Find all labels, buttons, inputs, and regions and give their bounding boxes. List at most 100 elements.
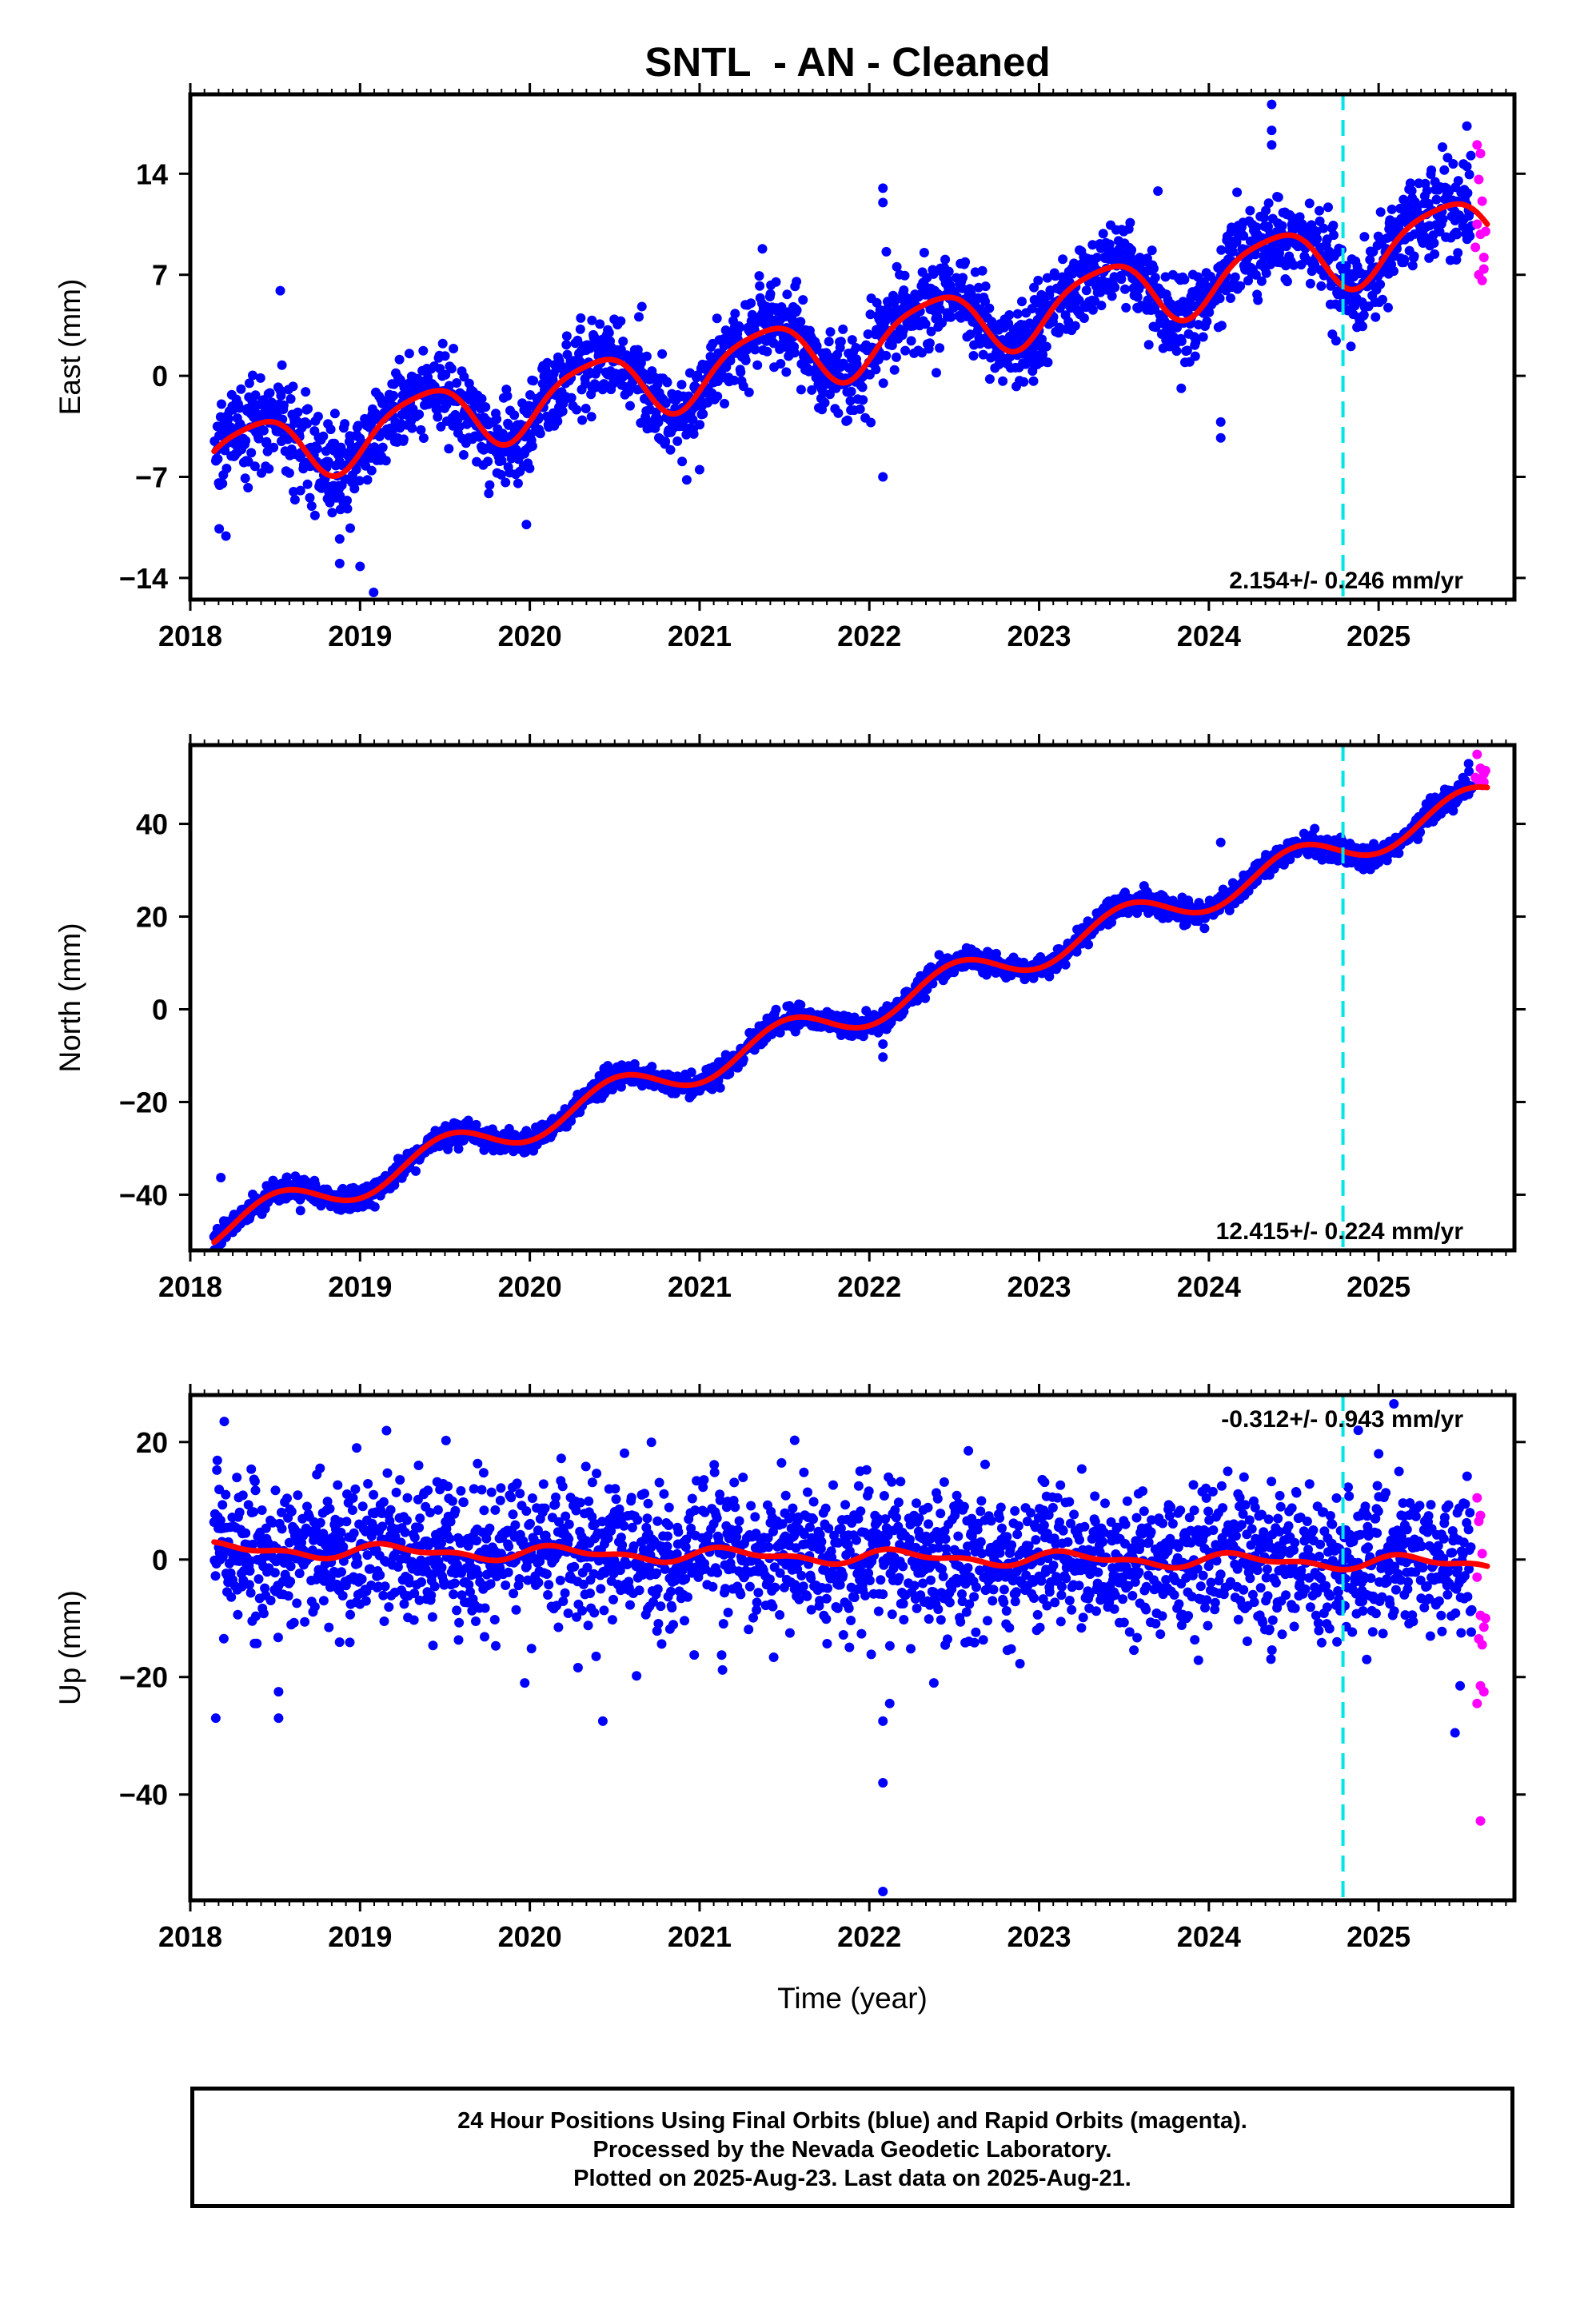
east-rapid-orbit-point	[1476, 149, 1486, 158]
east-final-orbit-point	[327, 508, 337, 517]
east-final-orbit-point	[792, 277, 801, 286]
east-outlier-point	[335, 534, 345, 544]
east-final-orbit-point	[1257, 277, 1267, 286]
east-final-orbit-point	[265, 389, 275, 398]
east-final-orbit-point	[1426, 165, 1436, 175]
east-final-orbit-point	[744, 388, 754, 397]
east-final-orbit-point	[562, 331, 572, 341]
east-final-orbit-point	[1144, 340, 1154, 349]
east-final-orbit-point	[1438, 142, 1447, 152]
east-final-orbit-point	[1312, 234, 1322, 244]
east-rapid-orbit-point	[1474, 175, 1483, 185]
east-final-orbit-point	[1253, 296, 1263, 305]
east-plot-area	[209, 94, 1490, 600]
east-final-orbit-point	[881, 351, 891, 361]
east-final-orbit-point	[900, 271, 910, 281]
east-final-orbit-point	[1465, 169, 1474, 179]
east-final-orbit-point	[782, 289, 792, 299]
east-final-orbit-point	[243, 483, 253, 492]
east-final-orbit-point	[836, 337, 846, 346]
east-final-orbit-point	[752, 361, 762, 370]
east-outlier-point	[757, 244, 767, 253]
east-final-orbit-point	[1177, 337, 1187, 346]
east-final-orbit-point	[1375, 280, 1385, 289]
east-final-orbit-point	[407, 424, 417, 433]
east-outlier-point	[1216, 433, 1226, 443]
east-final-orbit-point	[399, 434, 409, 444]
east-final-orbit-point	[682, 475, 692, 484]
east-final-orbit-point	[730, 309, 740, 318]
east-final-orbit-point	[985, 374, 995, 384]
east-final-orbit-point	[642, 352, 652, 361]
east-final-orbit-point	[567, 393, 577, 403]
east-final-orbit-point	[677, 456, 687, 466]
north-final-orbit-point	[716, 1083, 725, 1093]
east-final-orbit-point	[1071, 321, 1080, 331]
east-final-orbit-point	[1430, 238, 1439, 248]
east-final-orbit-point	[766, 289, 776, 299]
east-final-orbit-point	[1079, 313, 1089, 323]
east-final-orbit-point	[419, 433, 429, 443]
east-final-orbit-point	[501, 478, 510, 488]
east-outlier-point	[1267, 126, 1276, 135]
east-final-orbit-point	[587, 412, 596, 421]
east-final-orbit-point	[858, 382, 868, 392]
east-final-orbit-point	[1058, 254, 1067, 264]
north-final-orbit-point	[1061, 960, 1071, 970]
east-final-orbit-point	[485, 480, 494, 490]
east-final-orbit-point	[960, 257, 970, 267]
east-final-orbit-point	[944, 267, 954, 277]
east-final-orbit-point	[1179, 275, 1189, 285]
east-final-orbit-point	[342, 496, 352, 505]
east-final-orbit-point	[1121, 303, 1131, 313]
east-final-orbit-point	[1107, 291, 1117, 301]
east-final-orbit-point	[1316, 281, 1326, 291]
east-final-orbit-point	[604, 328, 614, 337]
east-final-orbit-point	[576, 325, 585, 334]
east-final-orbit-point	[363, 475, 373, 484]
east-final-orbit-point	[1432, 195, 1442, 205]
east-outlier-point	[521, 520, 531, 529]
east-final-orbit-point	[1466, 151, 1476, 161]
east-y-tick-label: 14	[136, 157, 168, 190]
east-x-tick-label: 2022	[837, 620, 901, 652]
east-final-orbit-point	[847, 387, 856, 397]
east-final-orbit-point	[666, 445, 676, 455]
east-final-orbit-point	[1231, 273, 1240, 282]
east-final-orbit-point	[1454, 176, 1463, 185]
east-final-orbit-point	[969, 351, 979, 361]
east-final-orbit-point	[1232, 188, 1242, 197]
east-y-axis-label: East (mm)	[54, 279, 86, 416]
east-final-orbit-point	[449, 344, 458, 353]
east-final-orbit-point	[452, 378, 461, 388]
east-final-orbit-point	[378, 443, 388, 452]
east-final-orbit-point	[1017, 297, 1027, 306]
east-final-orbit-point	[672, 436, 682, 446]
east-velocity-label: 2.154+/- 0.246 mm/yr	[1229, 568, 1463, 594]
east-final-orbit-point	[290, 495, 300, 504]
east-final-orbit-point	[1202, 317, 1211, 326]
east-rapid-orbit-point	[1470, 242, 1480, 252]
east-final-orbit-point	[459, 450, 469, 460]
east-final-orbit-point	[1328, 221, 1338, 230]
east-final-orbit-point	[213, 454, 222, 464]
east-final-orbit-point	[1389, 266, 1398, 276]
east-final-orbit-point	[1116, 274, 1126, 284]
east-final-orbit-point	[405, 349, 414, 358]
east-final-orbit-point	[1043, 357, 1053, 367]
east-final-orbit-point	[1376, 207, 1386, 217]
east-x-ticks	[190, 83, 1506, 611]
east-final-orbit-point	[1359, 232, 1369, 241]
east-final-orbit-point	[900, 346, 910, 356]
east-x-tick-label: 2021	[668, 620, 732, 652]
east-final-orbit-point	[856, 405, 865, 414]
east-x-tick-label: 2018	[158, 620, 222, 652]
north-final-orbit-point	[1310, 824, 1319, 834]
east-final-orbit-point	[1235, 281, 1245, 291]
east-final-orbit-point	[305, 493, 315, 503]
east-final-orbit-point	[843, 416, 852, 425]
east-final-orbit-point	[660, 436, 670, 446]
east-final-orbit-point	[1096, 301, 1106, 310]
east-final-orbit-point	[698, 409, 708, 419]
east-final-orbit-point	[762, 347, 772, 357]
